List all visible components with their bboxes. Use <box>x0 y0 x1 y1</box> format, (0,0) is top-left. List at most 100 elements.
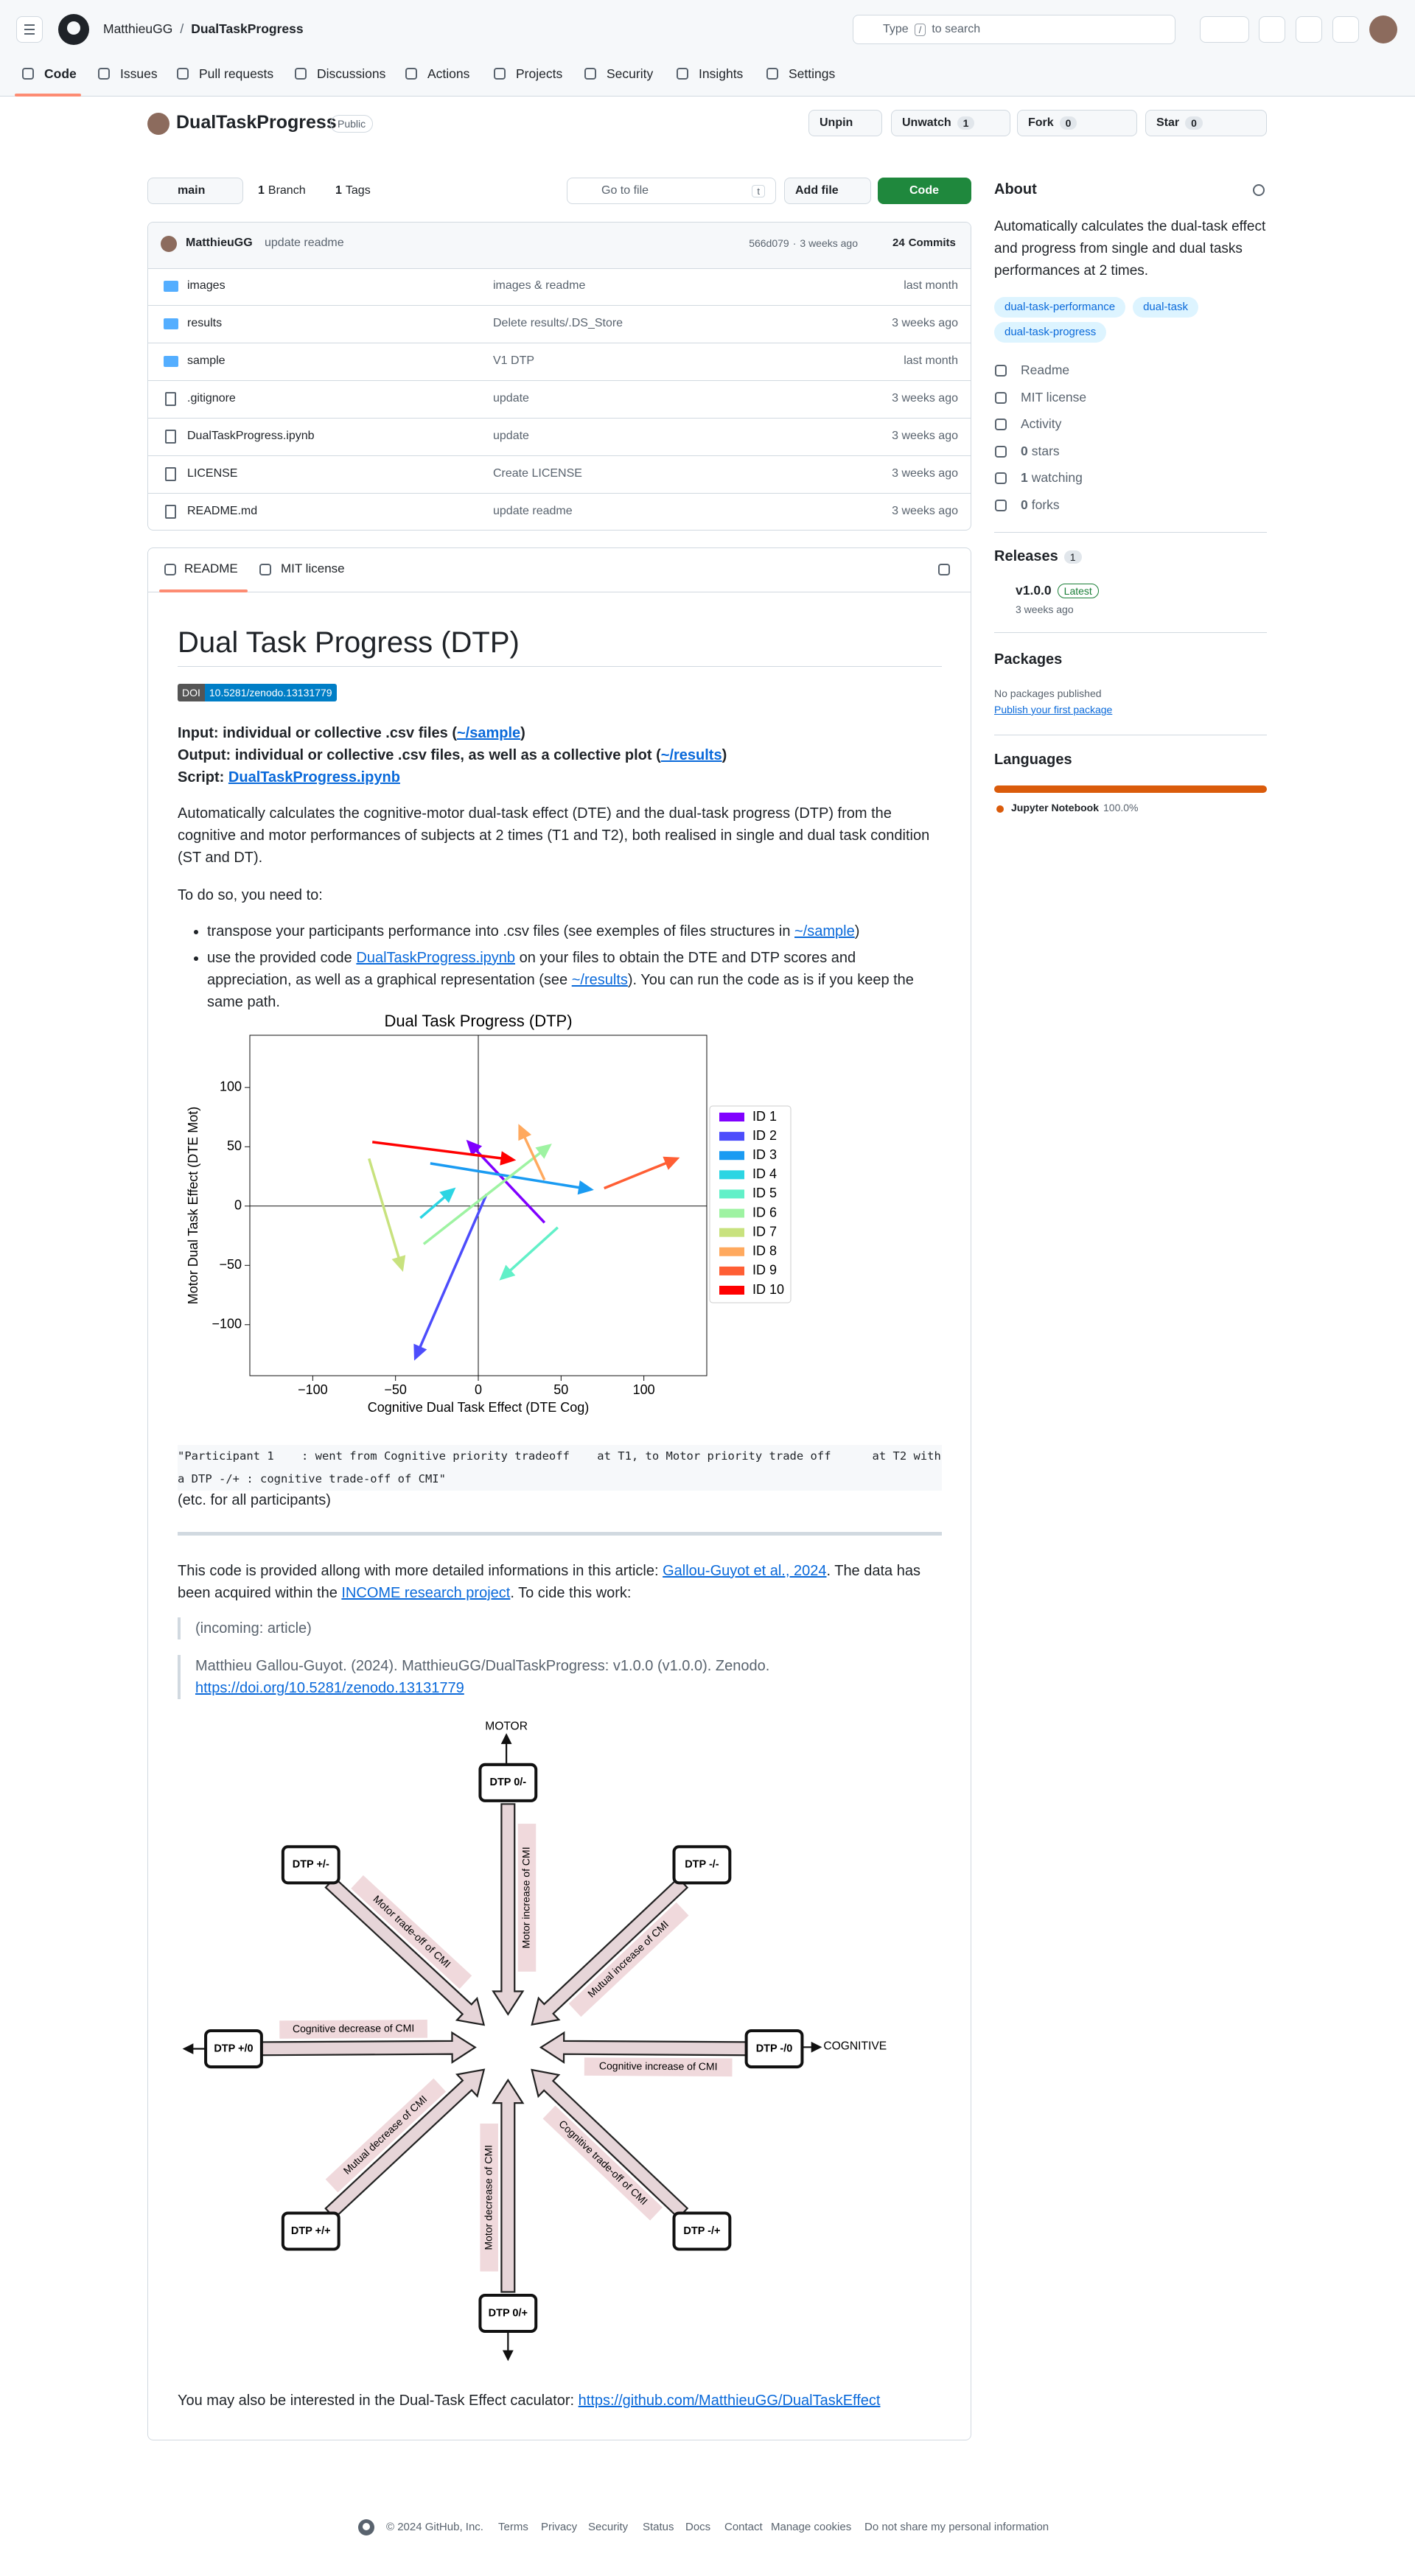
file-name[interactable]: LICENSE <box>187 467 238 480</box>
search-box[interactable]: Type / to search <box>853 15 1175 44</box>
branch-button[interactable]: main <box>147 178 243 204</box>
x-tick-label: −100 <box>298 1382 328 1397</box>
file-message[interactable]: update <box>493 430 529 442</box>
readme-tab[interactable]: README <box>184 561 238 575</box>
plot-frame <box>249 1035 708 1376</box>
link[interactable]: ~/sample <box>794 923 855 939</box>
about-stat[interactable]: 1 watching <box>1021 470 1083 486</box>
edit-icon[interactable] <box>938 564 950 575</box>
file-name[interactable]: results <box>187 317 223 329</box>
github-logo[interactable] <box>57 13 90 46</box>
repo-link[interactable]: DualTaskProgress <box>191 21 304 36</box>
nav-tab[interactable]: Pull requests <box>199 66 274 81</box>
menu-button[interactable] <box>16 16 43 43</box>
about-link[interactable]: Readme <box>1021 363 1070 377</box>
settings-icon[interactable] <box>1253 184 1265 196</box>
code-button[interactable]: Code <box>878 178 971 204</box>
unpin-button[interactable]: Unpin <box>808 110 882 136</box>
link[interactable]: INCOME research project <box>341 1585 511 1601</box>
file-message[interactable]: Create LICENSE <box>493 467 582 480</box>
language[interactable]: Jupyter Notebook 100.0% <box>1011 802 1139 813</box>
y-tick-label: −50 <box>219 1257 242 1272</box>
footer-logo[interactable] <box>357 2519 375 2536</box>
commit-author[interactable]: MatthieuGG <box>186 237 253 249</box>
about-link[interactable]: Activity <box>1021 416 1062 431</box>
issues-button[interactable] <box>1259 16 1285 43</box>
footer-link[interactable]: Do not share my personal information <box>864 2521 1049 2533</box>
file-name[interactable]: .gitignore <box>187 392 236 405</box>
link[interactable]: ~/results <box>571 972 628 988</box>
topic[interactable]: dual-task-performance <box>994 297 1126 318</box>
topic[interactable]: dual-task-progress <box>994 322 1107 343</box>
footer-link[interactable]: Privacy <box>541 2521 578 2533</box>
text: This code is provided allong with more d… <box>178 1563 663 1579</box>
link[interactable]: ~/results <box>660 747 722 763</box>
nav-tab[interactable]: Issues <box>120 66 158 81</box>
link[interactable]: ~/sample <box>456 725 521 741</box>
doi-badge[interactable]: DOI 10.5281/zenodo.13131779 <box>178 684 337 701</box>
commit-message[interactable]: update readme <box>265 237 344 249</box>
dtp-node <box>478 2293 538 2334</box>
commits-link[interactable]: 24 Commits <box>892 237 956 249</box>
dtp-node-label: DTP +/- <box>293 1859 329 1871</box>
owner-link[interactable]: MatthieuGG <box>103 21 173 36</box>
release[interactable]: v1.0.0 Latest <box>1016 583 1237 598</box>
footer-link[interactable]: Contact <box>724 2521 763 2533</box>
packages-title[interactable]: Packages <box>994 651 1063 668</box>
add-file-label: Add file <box>795 184 839 197</box>
footer-link[interactable]: Terms <box>498 2521 528 2533</box>
link[interactable]: DualTaskProgress.ipynb <box>356 950 516 966</box>
file-message[interactable]: V1 DTP <box>493 354 535 367</box>
user-avatar[interactable] <box>1369 15 1397 43</box>
legend-label: ID 7 <box>752 1224 777 1239</box>
nav-tab[interactable]: Actions <box>427 66 470 81</box>
branches-link[interactable]: 1 Branch <box>258 184 306 197</box>
footer-link[interactable]: Manage cookies <box>771 2521 852 2533</box>
nav-tab[interactable]: Security <box>607 66 654 81</box>
file-name[interactable]: DualTaskProgress.ipynb <box>187 430 315 442</box>
commit-hash[interactable]: 566d079 <box>749 237 789 249</box>
file-message[interactable]: update <box>493 392 529 405</box>
link[interactable]: DualTaskProgress.ipynb <box>228 769 400 785</box>
nav-tab[interactable]: Insights <box>699 66 744 81</box>
star-button[interactable]: Star 0 <box>1145 110 1267 136</box>
footer-link[interactable]: Docs <box>685 2521 711 2533</box>
nav-tab[interactable]: Discussions <box>317 66 386 81</box>
file-message[interactable]: update readme <box>493 505 573 517</box>
nav-tab[interactable]: Settings <box>789 66 836 81</box>
go-to-file[interactable]: Go to file t <box>567 178 776 204</box>
releases-heading[interactable]: Releases 1 <box>994 548 1267 565</box>
file-name[interactable]: README.md <box>187 505 258 517</box>
create-button[interactable] <box>1200 16 1249 43</box>
footer-link[interactable]: Security <box>588 2521 629 2533</box>
packages-link[interactable]: Publish your first package <box>994 704 1113 715</box>
arrow <box>368 1158 406 1273</box>
fork-button[interactable]: Fork 0 <box>1017 110 1137 136</box>
add-file-button[interactable]: Add file <box>784 178 871 204</box>
about-link[interactable]: MIT license <box>1021 389 1087 405</box>
nav-tab[interactable]: Projects <box>516 66 563 81</box>
arrow <box>466 1139 546 1224</box>
repo-title[interactable]: DualTaskProgress <box>176 112 337 133</box>
file-message[interactable]: Delete results/.DS_Store <box>493 317 623 329</box>
watch-button[interactable]: Unwatch 1 <box>891 110 1010 136</box>
x-tick-label: 0 <box>475 1382 482 1397</box>
link[interactable]: Gallou-Guyot et al., 2024 <box>663 1563 827 1579</box>
tags-link[interactable]: 1 Tags <box>335 184 371 197</box>
topic[interactable]: dual-task <box>1133 297 1198 318</box>
commit-bar <box>148 223 971 269</box>
file-name[interactable]: images <box>187 279 226 292</box>
separator: / <box>180 21 184 36</box>
nav-tab[interactable]: Code <box>44 66 77 81</box>
footer-link[interactable]: Status <box>643 2521 674 2533</box>
link[interactable]: https://github.com/MatthieuGG/DualTaskEf… <box>578 2393 881 2409</box>
inbox-button[interactable] <box>1332 16 1359 43</box>
license-tab[interactable]: MIT license <box>281 561 345 575</box>
file-message[interactable]: images & readme <box>493 279 586 292</box>
about-stat[interactable]: 0 stars <box>1021 444 1060 459</box>
link[interactable]: https://doi.org/10.5281/zenodo.13131779 <box>195 1680 464 1696</box>
about-stat[interactable]: 0 forks <box>1021 497 1060 513</box>
file-name[interactable]: sample <box>187 354 226 367</box>
nav-icon <box>677 68 688 80</box>
pulls-button[interactable] <box>1296 16 1322 43</box>
